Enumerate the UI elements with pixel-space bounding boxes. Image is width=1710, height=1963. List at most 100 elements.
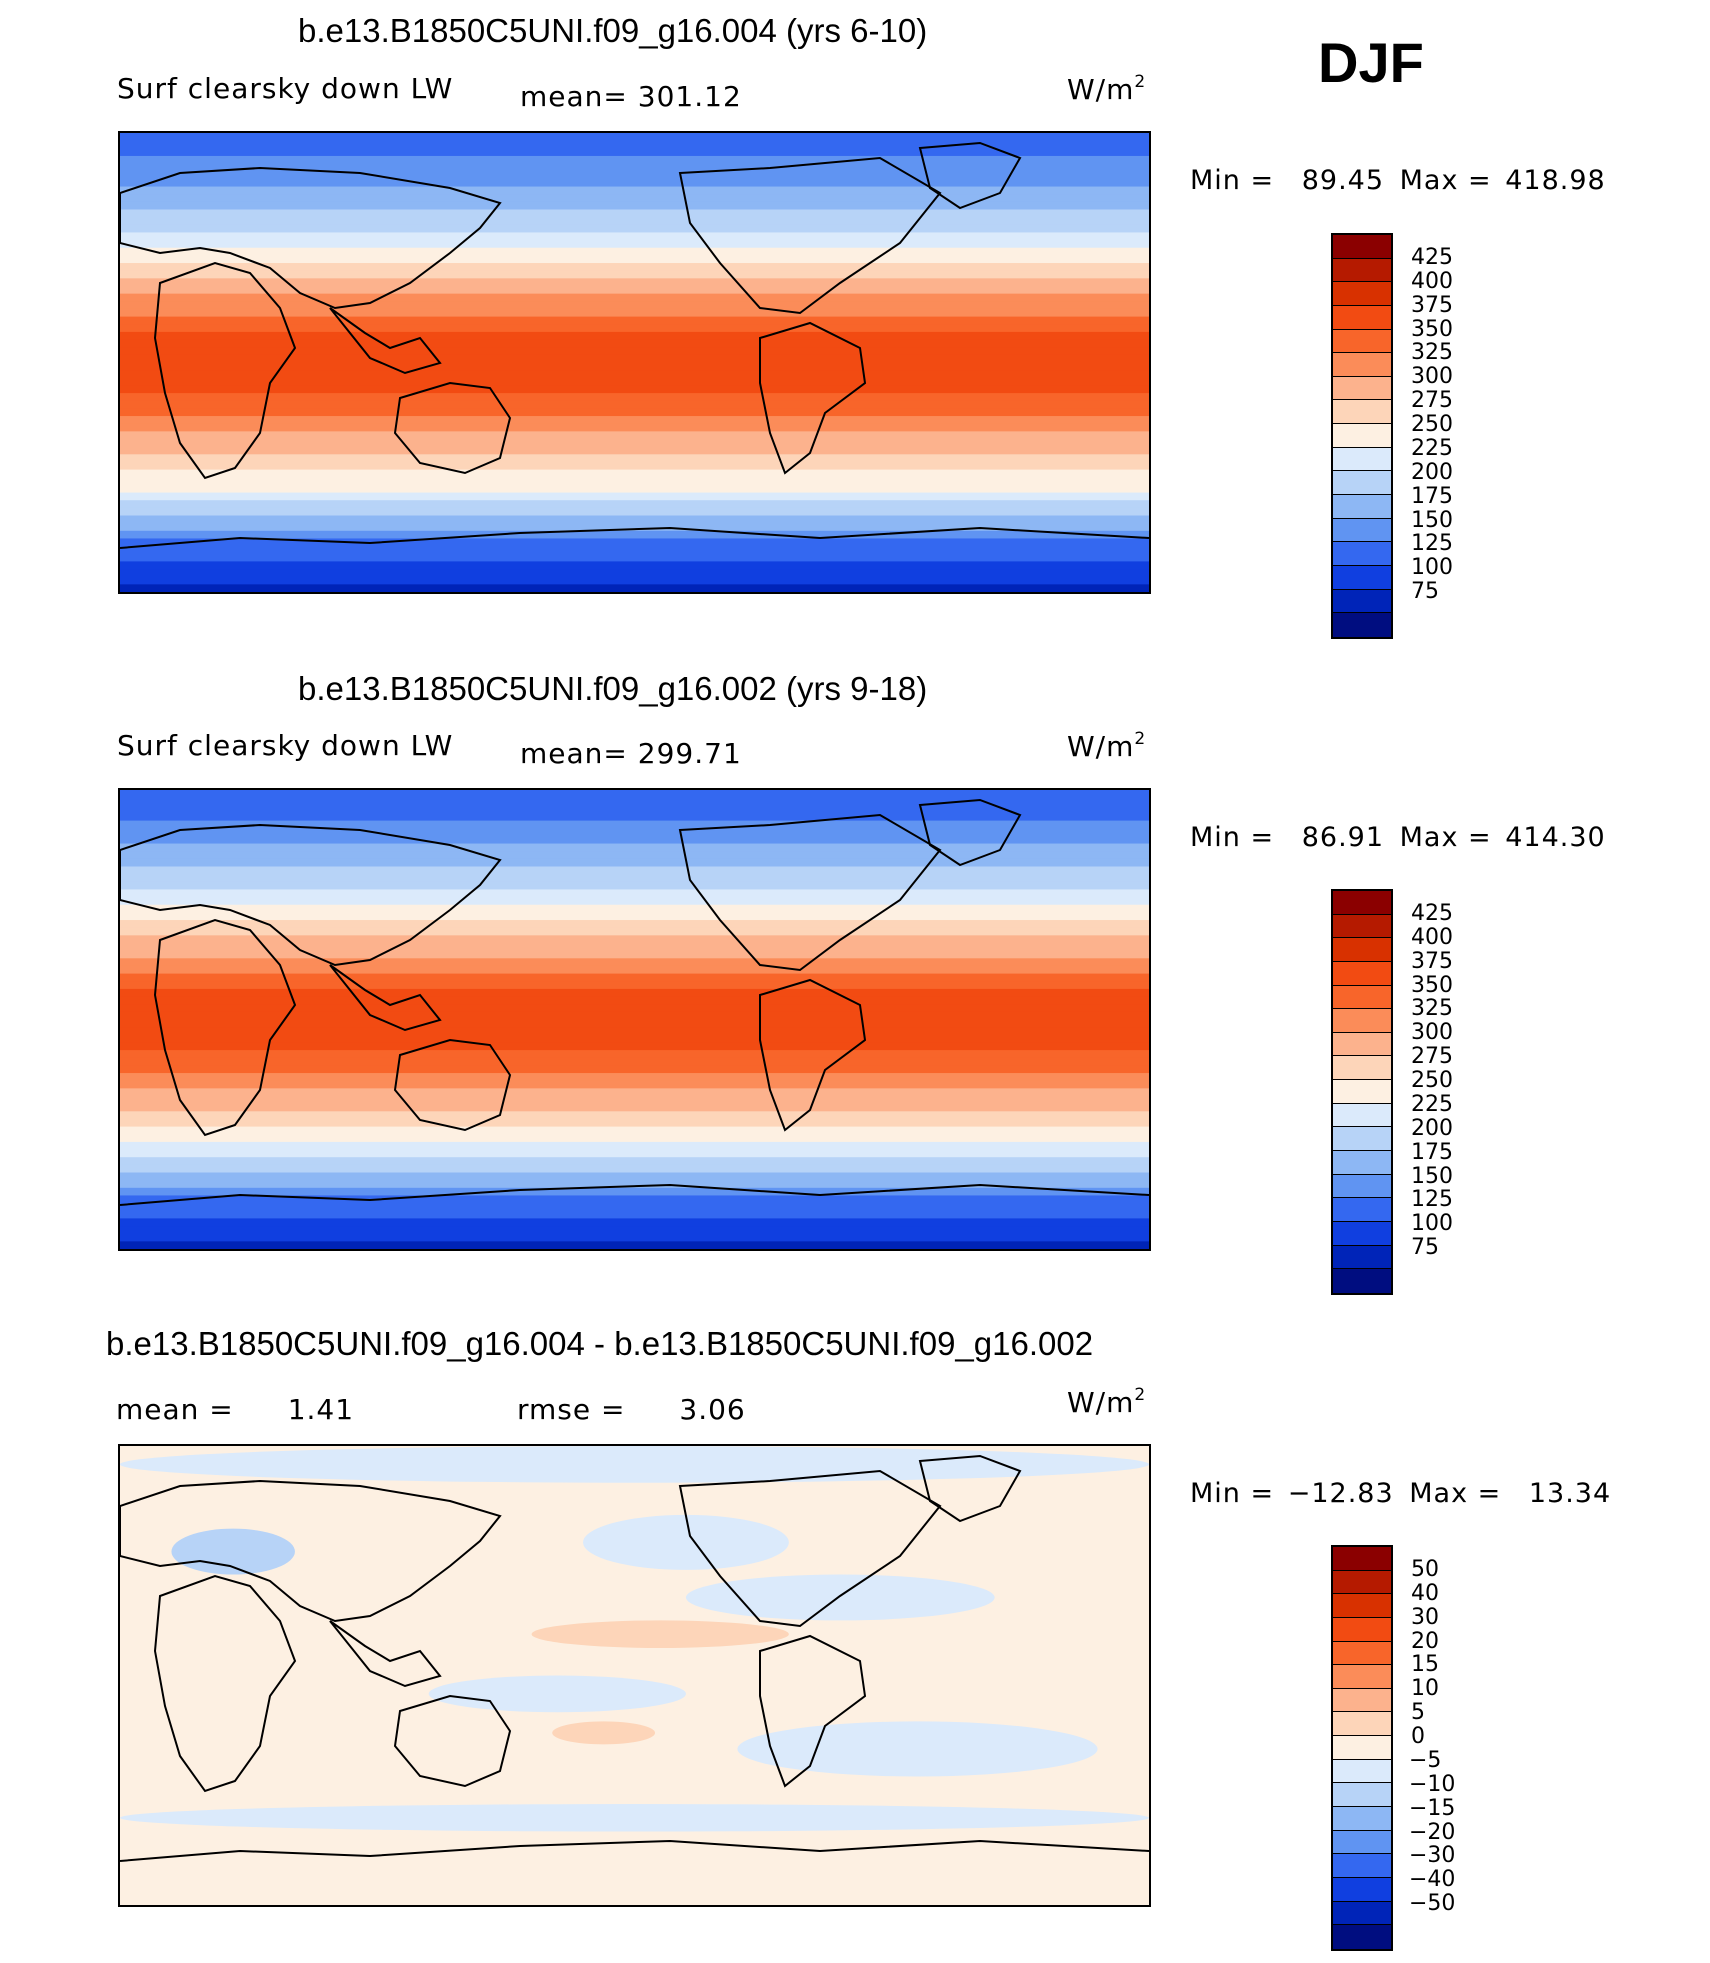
panel-2-min-label: Min = xyxy=(1190,822,1275,853)
panel-3-min-value: −12.83 xyxy=(1287,1478,1394,1509)
panel-3-minmax: Min = −12.83 Max = 13.34 xyxy=(1190,1478,1611,1509)
colorbar-swatch xyxy=(1333,985,1391,1010)
field-band xyxy=(120,1218,1149,1228)
coastline xyxy=(393,1694,512,1788)
panel-1-mean-label: mean= xyxy=(520,80,628,113)
field-band xyxy=(120,866,1149,876)
field-band xyxy=(120,308,1149,318)
panel-1-max-value: 418.98 xyxy=(1505,165,1606,196)
field-band xyxy=(120,454,1149,463)
field-band xyxy=(120,828,1149,837)
colorbar-tick-label: 225 xyxy=(1411,435,1453,461)
field-band xyxy=(120,339,1149,349)
field-band xyxy=(120,263,1149,272)
panel-1-min-value: 89.45 xyxy=(1301,165,1385,196)
field-band xyxy=(120,133,1149,142)
field-band xyxy=(120,286,1149,295)
panel-3-mean-label: mean = xyxy=(116,1393,234,1426)
field-band xyxy=(120,981,1149,990)
field-band xyxy=(120,920,1149,929)
colorbar-swatch xyxy=(1333,1617,1391,1642)
field-band xyxy=(120,492,1149,502)
field-band xyxy=(120,523,1149,532)
colorbar-tick-label: 325 xyxy=(1411,340,1453,366)
field-band xyxy=(120,1027,1149,1036)
field-band xyxy=(120,1065,1149,1075)
field-band xyxy=(120,255,1149,265)
colorbar-swatch xyxy=(1333,1641,1391,1666)
field-band xyxy=(120,217,1149,226)
panel-2-colorbar xyxy=(1331,889,1393,1295)
field-band xyxy=(120,1164,1149,1174)
panel-2-min-value: 86.91 xyxy=(1301,822,1385,853)
colorbar-tick-label: 100 xyxy=(1411,1211,1453,1237)
colorbar-tick-label: 50 xyxy=(1411,1556,1439,1582)
field-band xyxy=(120,1004,1149,1013)
panel-3-colorbar xyxy=(1331,1545,1393,1951)
colorbar-tick-label: 5 xyxy=(1411,1700,1425,1726)
field-band xyxy=(120,362,1149,372)
colorbar-tick-label: 250 xyxy=(1411,412,1453,438)
coastline xyxy=(120,1479,502,1623)
panel-2-map xyxy=(118,788,1151,1251)
field-band xyxy=(120,927,1149,937)
field-band xyxy=(120,1073,1149,1082)
colorbar-swatch xyxy=(1333,329,1391,354)
panel-2-units: W/m2 xyxy=(1067,729,1147,763)
field-band xyxy=(120,1226,1149,1235)
coastline xyxy=(120,526,1149,549)
colorbar-swatch xyxy=(1333,1594,1391,1618)
season-label: DJF xyxy=(1318,31,1424,94)
field-band xyxy=(120,790,1149,799)
colorbar-swatch xyxy=(1333,1783,1391,1808)
colorbar-tick-label: 40 xyxy=(1411,1580,1439,1606)
field-band xyxy=(120,1180,1149,1189)
colorbar-swatch xyxy=(1333,1245,1391,1270)
field-band xyxy=(120,569,1149,578)
coastline xyxy=(759,321,867,475)
field-band xyxy=(120,484,1149,494)
field-band xyxy=(120,1134,1149,1143)
field-band xyxy=(120,515,1149,525)
panel-3-title: b.e13.B1850C5UNI.f09_g16.004 - b.e13.B18… xyxy=(106,1325,1094,1362)
coastline xyxy=(120,166,502,310)
field-band xyxy=(120,1118,1149,1128)
colorbar-swatch xyxy=(1333,1103,1391,1128)
panel-2-max-value: 414.30 xyxy=(1505,822,1606,853)
colorbar-swatch xyxy=(1333,1925,1391,1949)
colorbar-tick-label: 100 xyxy=(1411,555,1453,581)
field-band xyxy=(120,912,1149,922)
panel-2-field xyxy=(120,790,1149,1249)
colorbar-swatch xyxy=(1333,565,1391,590)
coastline xyxy=(759,978,867,1132)
coastline xyxy=(918,1454,1022,1523)
field-band xyxy=(120,171,1149,180)
colorbar-tick-label: 15 xyxy=(1411,1652,1439,1678)
colorbar-swatch xyxy=(1333,1688,1391,1713)
colorbar-swatch xyxy=(1333,353,1391,377)
field-band xyxy=(120,973,1149,983)
field-band xyxy=(120,331,1149,341)
field-band xyxy=(120,186,1149,196)
coastline xyxy=(393,381,512,475)
field-band xyxy=(120,431,1149,440)
field-band xyxy=(120,935,1149,944)
colorbar-swatch xyxy=(1333,1736,1391,1760)
field-band xyxy=(120,553,1149,563)
coastline xyxy=(393,1038,512,1132)
colorbar-swatch xyxy=(1333,305,1391,330)
panel-3-min-label: Min = xyxy=(1190,1478,1275,1509)
field-band xyxy=(120,958,1149,967)
colorbar-swatch xyxy=(1333,1759,1391,1784)
colorbar-tick-label: −5 xyxy=(1409,1747,1442,1773)
field-band xyxy=(120,507,1149,517)
colorbar-swatch xyxy=(1333,447,1391,472)
panel-3-rmse: rmse = 3.06 xyxy=(517,1393,746,1426)
field-band xyxy=(120,1172,1149,1182)
field-band xyxy=(120,1042,1149,1052)
colorbar-swatch xyxy=(1333,1009,1391,1033)
colorbar-tick-label: −10 xyxy=(1409,1771,1456,1797)
field-band xyxy=(120,1103,1149,1113)
colorbar-tick-label: 250 xyxy=(1411,1068,1453,1094)
field-band xyxy=(120,1195,1149,1205)
